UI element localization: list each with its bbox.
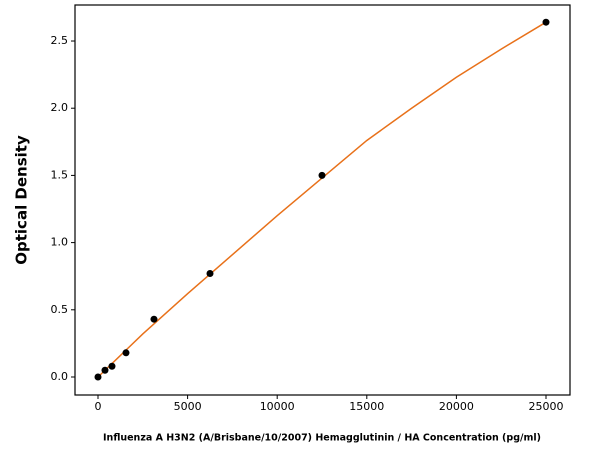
data-point [94,373,102,381]
data-point [150,315,158,323]
x-tick-label: 25000 [529,400,564,413]
y-tick-label: 1.0 [51,236,69,249]
x-tick-label: 5000 [174,400,202,413]
x-tick-label: 0 [94,400,101,413]
data-point [542,18,550,26]
x-tick-label: 10000 [260,400,295,413]
x-tick-label: 20000 [439,400,474,413]
data-point [318,171,326,179]
fit-curve [97,21,547,378]
y-tick-label: 1.5 [51,168,69,181]
data-point [206,270,214,278]
data-point [101,366,109,374]
y-axis-title: Optical Density [13,135,31,265]
y-tick-label: 2.0 [51,101,69,114]
data-point [122,349,130,357]
x-axis-title: Influenza A H3N2 (A/Brisbane/10/2007) He… [103,433,541,444]
plot-frame [74,4,571,396]
x-tick-label: 15000 [349,400,384,413]
y-tick-label: 0.5 [51,303,69,316]
y-tick-label: 2.5 [51,34,69,47]
y-tick-label: 0.0 [51,370,69,383]
data-point [108,362,116,370]
